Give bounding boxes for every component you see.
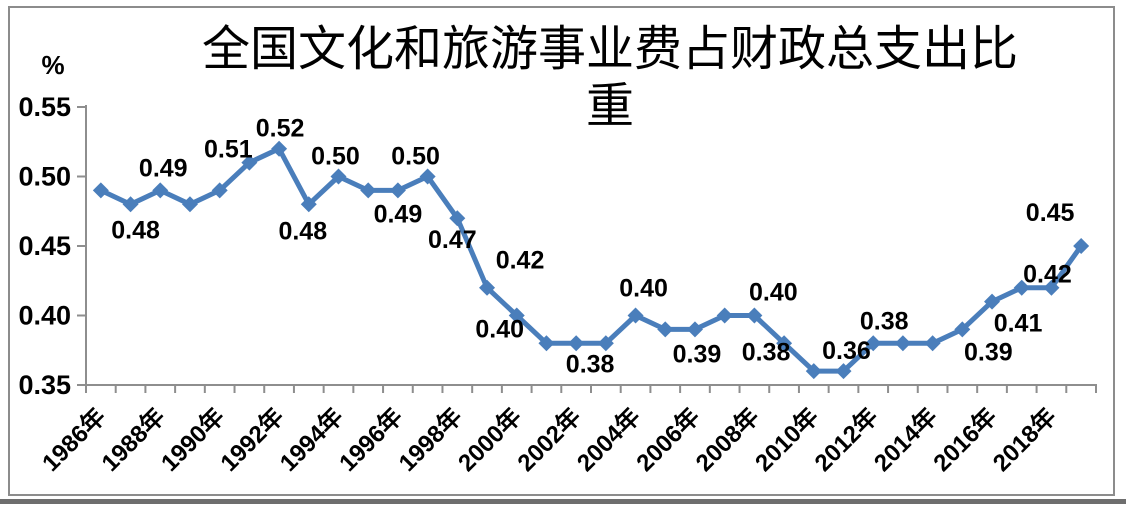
data-point-label: 0.41 <box>994 310 1043 338</box>
x-axis-year-label: 2016年 <box>928 402 1003 477</box>
data-point-marker <box>686 321 703 338</box>
data-point-marker <box>360 182 377 199</box>
data-point-marker <box>330 168 347 185</box>
data-point-label: 0.51 <box>204 136 253 164</box>
data-point-marker <box>627 307 644 324</box>
data-point-marker <box>419 168 436 185</box>
y-axis-tick-label: 0.55 <box>18 92 71 122</box>
data-point-marker <box>389 182 406 199</box>
x-axis-year-label: 2002年 <box>512 402 587 477</box>
data-point-label: 0.38 <box>860 307 909 335</box>
data-point-marker <box>776 335 793 352</box>
data-point-label: 0.49 <box>139 154 188 182</box>
data-point-marker <box>924 335 941 352</box>
data-point-label: 0.42 <box>1023 261 1072 289</box>
data-point-label: 0.36 <box>822 337 871 365</box>
x-axis-year-label: 1996年 <box>334 402 409 477</box>
data-point-marker <box>984 293 1001 310</box>
x-axis-year-label: 2010年 <box>750 402 825 477</box>
chart-title: 全国文化和旅游事业费占财政总支出比 重 <box>195 22 1025 135</box>
data-point-marker <box>597 335 614 352</box>
data-point-marker <box>538 335 555 352</box>
data-point-label: 0.42 <box>496 247 545 275</box>
data-point-marker <box>300 196 317 213</box>
chart-title-line-2: 重 <box>585 79 634 133</box>
data-point-label: 0.48 <box>111 216 160 244</box>
data-point-label: 0.39 <box>964 338 1013 366</box>
data-point-marker <box>657 321 674 338</box>
data-point-label: 0.47 <box>428 226 477 254</box>
data-point-marker <box>508 307 525 324</box>
data-point-label: 0.45 <box>1026 199 1075 227</box>
data-point-marker <box>716 307 733 324</box>
data-point-marker <box>746 307 763 324</box>
bottom-window-edge <box>0 499 1126 504</box>
data-point-marker <box>241 154 258 171</box>
data-point-marker <box>954 321 971 338</box>
data-point-marker <box>568 335 585 352</box>
data-point-marker <box>449 210 466 227</box>
x-axis-year-label: 2012年 <box>809 402 884 477</box>
data-point-marker <box>1073 238 1090 254</box>
x-axis-year-label: 2004年 <box>571 402 646 477</box>
data-point-label: 0.48 <box>278 217 327 245</box>
data-point-label: 0.52 <box>256 115 305 143</box>
data-point-marker <box>479 279 496 296</box>
data-point-marker <box>865 335 882 352</box>
data-point-marker <box>92 182 109 199</box>
data-line <box>98 146 1084 374</box>
data-point-label: 0.40 <box>749 279 798 307</box>
x-axis-year-label: 1994年 <box>274 402 349 477</box>
data-point-label: 0.38 <box>742 338 791 366</box>
chart-border <box>8 6 1115 496</box>
data-point-label: 0.50 <box>311 143 360 171</box>
data-point-marker <box>271 140 288 157</box>
y-axis-tick-label: 0.45 <box>18 231 71 261</box>
data-point-marker <box>894 335 911 352</box>
data-point-marker <box>835 363 852 380</box>
data-point-marker <box>805 363 822 380</box>
data-point-marker <box>1013 279 1030 296</box>
data-point-label: 0.50 <box>391 143 440 171</box>
data-point-marker <box>1043 279 1060 296</box>
chart-title-line-1: 全国文化和旅游事业费占财政总支出比 <box>201 23 1018 76</box>
data-point-marker <box>152 182 169 199</box>
data-point-label: 0.39 <box>673 340 722 368</box>
x-axis-year-label: 1988年 <box>96 402 171 477</box>
y-axis-unit-label: % <box>41 50 65 80</box>
data-point-label: 0.49 <box>374 200 423 228</box>
data-point-label: 0.40 <box>475 316 524 344</box>
y-axis-tick-label: 0.35 <box>18 370 71 400</box>
x-axis-year-label: 2008年 <box>690 402 765 477</box>
x-axis-year-label: 2018年 <box>987 402 1062 477</box>
data-point-marker <box>211 182 228 199</box>
data-point-marker <box>181 196 198 213</box>
x-axis-year-label: 1990年 <box>155 402 230 477</box>
x-axis-year-label: 1986年 <box>37 402 112 477</box>
x-axis-year-label: 1992年 <box>215 402 290 477</box>
data-point-label: 0.40 <box>619 275 668 303</box>
x-axis-year-label: 1998年 <box>393 402 468 477</box>
x-axis-year-label: 2000年 <box>452 402 527 477</box>
x-axis-year-label: 2014年 <box>868 402 943 477</box>
data-point-marker <box>122 196 139 213</box>
y-axis-tick-label: 0.40 <box>18 301 71 331</box>
x-axis-year-label: 2006年 <box>631 402 706 477</box>
data-point-label: 0.38 <box>566 350 615 378</box>
y-axis-tick-label: 0.50 <box>18 162 71 192</box>
